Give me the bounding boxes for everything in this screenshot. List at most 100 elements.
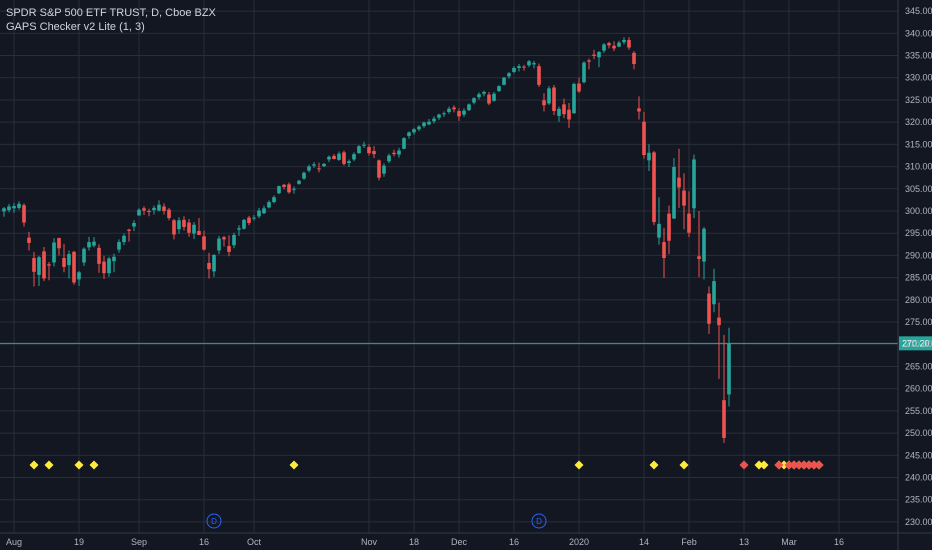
- indicator-title[interactable]: GAPS Checker v2 Lite (1, 3): [6, 21, 145, 33]
- last-price-tag: [899, 336, 932, 351]
- candle-body: [517, 66, 521, 68]
- y-tick-label: 245.00: [905, 450, 932, 460]
- candle-body: [337, 153, 341, 160]
- gap-down-marker: [814, 460, 824, 470]
- candle-body: [552, 87, 556, 112]
- gap-down-marker: [794, 460, 804, 470]
- time-axis[interactable]: Aug 19 Sep 16 Oct Nov 18 Dec 16 2020 14 Feb 13 Mar 16: [0, 532, 932, 547]
- last-price-line: 270.20: [0, 336, 932, 351]
- candle-body: [67, 254, 71, 266]
- x-tick-label: Nov: [361, 537, 378, 547]
- gap-down-marker: [784, 460, 794, 470]
- candle-body: [502, 77, 506, 85]
- x-tick-label: Feb: [681, 537, 697, 547]
- candle-body: [432, 118, 436, 122]
- candle-body: [352, 154, 356, 160]
- candle-body: [662, 242, 666, 259]
- candle-body: [292, 188, 296, 190]
- gap-up-marker: [44, 460, 54, 470]
- candle-body: [107, 258, 111, 274]
- candle-body: [617, 42, 621, 47]
- candle-body: [347, 161, 351, 164]
- candle-body: [512, 67, 516, 72]
- x-tick-label: 14: [639, 537, 649, 547]
- candle-body: [367, 147, 371, 154]
- candle-body: [342, 152, 346, 164]
- candle-body: [602, 44, 606, 51]
- candle-body: [437, 114, 441, 118]
- candle-body: [497, 86, 501, 92]
- y-tick-label: 270.00: [905, 339, 932, 349]
- y-tick-label: 255.00: [905, 406, 932, 416]
- candle-body: [22, 205, 26, 223]
- candle-body: [467, 104, 471, 111]
- candle-body: [157, 204, 161, 211]
- candle-body: [152, 207, 156, 211]
- gap-up-marker: [754, 460, 764, 470]
- candle-body: [472, 98, 476, 103]
- candle-body: [7, 206, 11, 211]
- candle-body: [207, 262, 211, 270]
- candle-body: [547, 88, 551, 104]
- candle-body: [562, 104, 566, 115]
- y-tick-label: 305.00: [905, 184, 932, 194]
- candle-body: [102, 261, 106, 274]
- dividend-label: D: [211, 517, 217, 526]
- gap-down-marker: [804, 460, 814, 470]
- candle-body: [487, 94, 491, 104]
- x-tick-label: Sep: [131, 537, 147, 547]
- candle-body: [447, 108, 451, 112]
- x-tick-label: Mar: [781, 537, 797, 547]
- symbol-title[interactable]: SPDR S&P 500 ETF TRUST, D, Cboe BZX: [6, 7, 216, 19]
- candle-body: [142, 208, 146, 211]
- chart-legend: SPDR S&P 500 ETF TRUST, D, Cboe BZX GAPS…: [6, 6, 216, 34]
- candle-body: [462, 110, 466, 115]
- candle-body: [387, 155, 391, 162]
- y-tick-label: 315.00: [905, 139, 932, 149]
- x-tick-label: 16: [834, 537, 844, 547]
- dividend-label: D: [536, 517, 542, 526]
- candle-body: [227, 246, 231, 252]
- y-tick-label: 260.00: [905, 384, 932, 394]
- candle-body: [222, 237, 226, 240]
- candle-body: [217, 238, 221, 251]
- y-tick-label: 300.00: [905, 206, 932, 216]
- candle-body: [482, 91, 486, 94]
- candle-body: [82, 248, 86, 263]
- candle-body: [572, 83, 576, 114]
- price-axis[interactable]: 345.00 340.00 335.00 330.00 325.00 320.00 315.…: [897, 0, 932, 550]
- candle-body: [192, 224, 196, 234]
- candle-body: [672, 167, 676, 219]
- candle-body: [357, 146, 361, 154]
- candle-body: [382, 165, 386, 174]
- gap-down-marker: [809, 460, 819, 470]
- candle-body: [397, 150, 401, 155]
- candle-body: [272, 197, 276, 203]
- gap-up-marker: [89, 460, 99, 470]
- candle-body: [37, 257, 41, 275]
- candle-body: [592, 54, 596, 56]
- gap-down-marker: [739, 460, 749, 470]
- candle-body: [87, 242, 91, 248]
- candle-body: [302, 172, 306, 179]
- y-tick-label: 265.00: [905, 361, 932, 371]
- gap-up-marker: [759, 460, 769, 470]
- candle-body: [597, 51, 601, 58]
- candle-body: [197, 230, 201, 235]
- y-tick-label: 295.00: [905, 228, 932, 238]
- candle-body: [332, 155, 336, 160]
- candle-body: [112, 256, 116, 262]
- x-tick-label: 18: [409, 537, 419, 547]
- y-tick-label: 285.00: [905, 273, 932, 283]
- candle-body: [317, 168, 321, 170]
- gap-up-marker: [574, 460, 584, 470]
- candle-body: [717, 317, 721, 326]
- dividend-marker: [531, 513, 547, 529]
- candle-body: [97, 247, 101, 264]
- candle-body: [237, 228, 241, 230]
- candle-body: [507, 73, 511, 77]
- candle-body: [147, 210, 151, 212]
- gap-up-marker: [289, 460, 299, 470]
